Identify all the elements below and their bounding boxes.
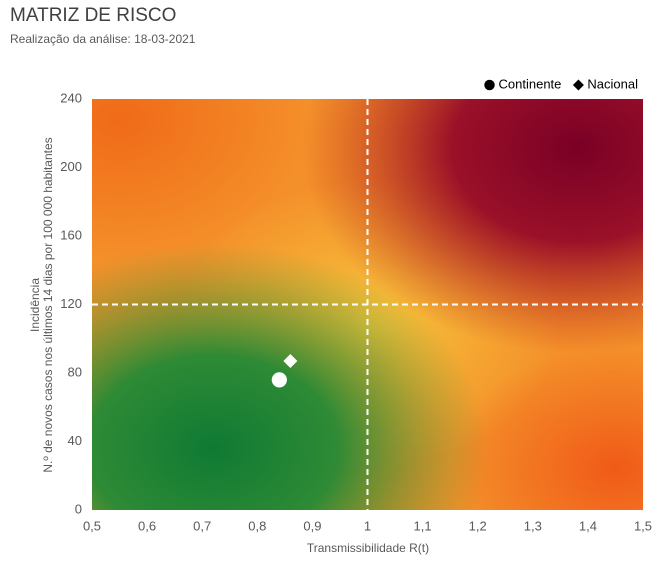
data-point	[271, 372, 287, 388]
y-tick-label: 80	[68, 364, 82, 379]
x-tick-label: 1,3	[524, 518, 542, 533]
x-axis-label: Transmissibilidade R(t)	[307, 541, 429, 555]
y-tick-label: 240	[60, 90, 82, 105]
chart-subtitle: Realização da análise: 18-03-2021	[10, 32, 196, 46]
y-tick-label: 120	[60, 296, 82, 311]
y-tick-label: 0	[75, 501, 82, 516]
x-tick-label: 1	[364, 518, 371, 533]
x-tick-label: 1,1	[414, 518, 432, 533]
x-tick-label: 1,2	[469, 518, 487, 533]
y-tick-label: 160	[60, 227, 82, 242]
x-tick-label: 1,4	[579, 518, 597, 533]
data-point	[283, 354, 298, 369]
x-tick-label: 0,9	[303, 518, 321, 533]
legend-marker	[572, 79, 584, 91]
x-tick-label: 0,7	[193, 518, 211, 533]
y-axis-label: N.º de novos casos nos últimos 14 dias p…	[41, 137, 55, 472]
y-tick-label: 200	[60, 159, 82, 174]
legend-marker	[484, 79, 495, 91]
chart-title: MATRIZ DE RISCO	[10, 5, 176, 26]
y-tick-label: 40	[68, 433, 82, 448]
x-tick-label: 0,8	[248, 518, 266, 533]
y-axis-label: Incidência	[28, 278, 42, 332]
x-tick-label: 0,5	[83, 518, 101, 533]
x-tick-label: 0,6	[138, 518, 156, 533]
x-tick-label: 1,5	[634, 518, 652, 533]
legend-label: Continente	[499, 76, 562, 91]
legend-label: Nacional	[587, 76, 638, 91]
